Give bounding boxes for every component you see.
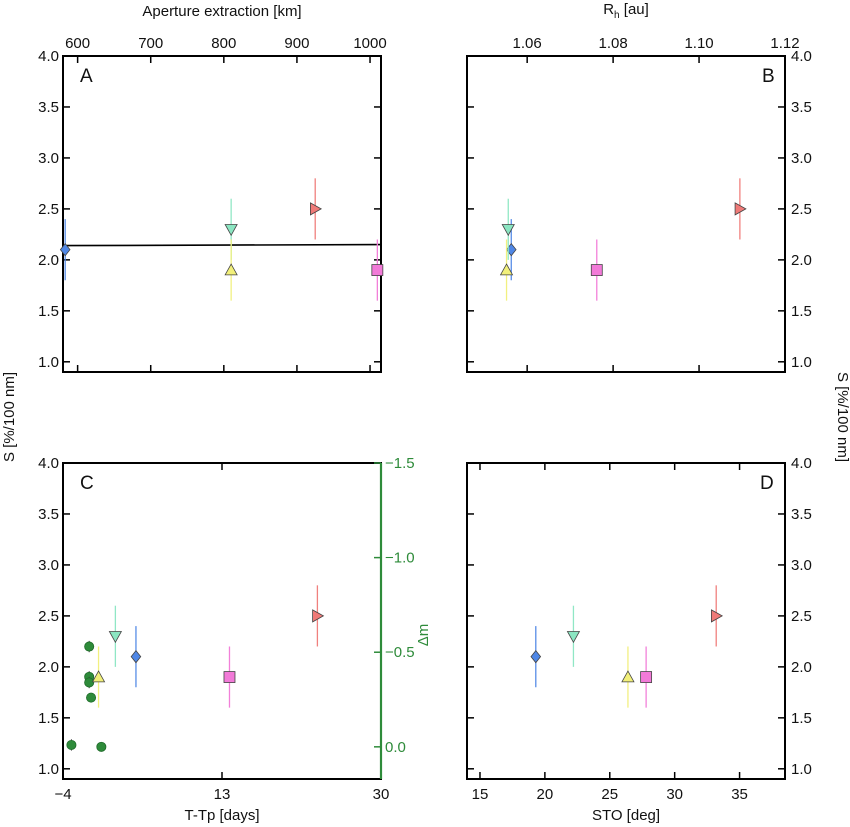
panel-c-dm-tick-label: −0.5 <box>385 644 415 661</box>
panel-a-ytick-label: 3.5 <box>38 99 59 116</box>
panel-c-ytick-label: 3.5 <box>38 506 59 523</box>
panel-d-marker-square <box>640 671 653 683</box>
panel-b-xlabel: Rh [au] <box>603 1 649 21</box>
panel-d-ytick-label: 4.0 <box>791 455 812 472</box>
panel-b-xtick-label: 1.08 <box>599 35 628 52</box>
panel-c-xlabel: T-Tp [days] <box>184 807 259 824</box>
panel-a-fit-line <box>62 243 382 247</box>
rh-rest: [au] <box>620 1 649 18</box>
panel-b-xtick-label: 1.06 <box>513 35 542 52</box>
panel-c-marker-diamond <box>130 650 142 664</box>
panel-c-dm-tick-label: −1.0 <box>385 550 415 567</box>
left-ylabel: S [%/100 nm] <box>1 372 18 462</box>
panel-c-dm-point <box>96 741 107 752</box>
panel-a-ytick-label: 1.5 <box>38 303 59 320</box>
panel-c-ytick-label: 4.0 <box>38 455 59 472</box>
panel-a-ytick-label: 4.0 <box>38 48 59 65</box>
panel-a-ytick-label: 2.0 <box>38 252 59 269</box>
chart-marks: 1.0 1.5 2.0 2.5 3.0 3.5 4.0 600 700 800 900 1000 1.0… <box>38 35 812 803</box>
panel-c-dm-tick-label: 0.0 <box>385 739 406 756</box>
panel-c-marker-triangle-right <box>312 609 325 623</box>
panel-a-xtick-label: 700 <box>138 35 163 52</box>
panel-b-marker-triangle-right <box>734 202 747 216</box>
panel-b-ytick-label: 2.5 <box>791 201 812 218</box>
panel-d-xtick-label: 25 <box>601 786 618 803</box>
panel-b-frame <box>466 55 786 373</box>
panel-b-xtick-label: 1.10 <box>684 35 713 52</box>
panel-d-ytick-label: 2.0 <box>791 659 812 676</box>
right-ylabel: S [%/100 nm] <box>834 372 850 462</box>
panel-c-frame <box>62 462 382 780</box>
panel-c-xtick-label: 13 <box>214 786 231 803</box>
panel-c-marker-square <box>223 671 236 683</box>
panel-c-dm-tick-label: −1.5 <box>385 455 415 472</box>
panel-d-ytick-label: 1.5 <box>791 710 812 727</box>
panel-d-marker-triangle-up <box>621 670 635 683</box>
panel-a-marker-triangle-down <box>224 224 238 237</box>
panel-a-ytick-label: 2.5 <box>38 201 59 218</box>
panel-b-ytick-label: 3.0 <box>791 150 812 167</box>
panel-c-dm-point <box>84 641 95 652</box>
panel-c-dm-point <box>84 677 95 688</box>
panel-a-xtick-label: 800 <box>211 35 236 52</box>
panel-c-marker-triangle-up <box>91 670 106 683</box>
panel-b-ytick-label: 4.0 <box>791 48 812 65</box>
panel-c-ytick-label: 3.0 <box>38 557 59 574</box>
panel-b-marker-triangle-down <box>501 224 515 237</box>
panel-a-xtick-label: 600 <box>65 35 90 52</box>
panel-b-ytick-label: 1.5 <box>791 303 812 320</box>
panel-c-ytick-label: 1.0 <box>38 761 59 778</box>
panel-a-marker-square <box>371 264 384 276</box>
panel-d-xtick-label: 20 <box>537 786 554 803</box>
panel-c-marker-triangle-down <box>108 631 123 644</box>
panel-c-xtick-label: −4 <box>54 786 71 803</box>
panel-b-marker-triangle-up <box>499 263 514 276</box>
panel-d-ytick-label: 2.5 <box>791 608 812 625</box>
panel-a-xlabel: Aperture extraction [km] <box>142 3 301 20</box>
rh-main: R <box>603 1 614 18</box>
panel-a-ytick-label: 3.0 <box>38 150 59 167</box>
panel-b-marker-square <box>590 264 603 276</box>
panel-c-dm-point <box>66 739 77 750</box>
panel-a-ytick-label: 1.0 <box>38 354 59 371</box>
panel-d-xlabel: STO [deg] <box>592 807 660 824</box>
panel-c-dm-point <box>86 692 97 703</box>
panel-d-ytick-label: 3.5 <box>791 506 812 523</box>
panel-d-letter: D <box>760 473 774 494</box>
panel-d-frame <box>466 462 786 780</box>
dm-ylabel: Δm <box>415 624 432 647</box>
panel-b-ytick-label: 1.0 <box>791 354 812 371</box>
panel-a-xtick-label: 1000 <box>353 35 386 52</box>
panel-c-ytick-label: 2.0 <box>38 659 59 676</box>
panel-b-ytick-label: 3.5 <box>791 99 812 116</box>
panel-c-ytick-label: 2.5 <box>38 608 59 625</box>
panel-a-frame <box>62 55 382 373</box>
panel-a-marker-triangle-right <box>310 202 323 216</box>
panel-b-ytick-label: 2.0 <box>791 252 812 269</box>
panel-c-letter: C <box>80 473 94 494</box>
panel-d-marker-diamond <box>530 650 542 664</box>
panel-d-marker-triangle-down <box>566 631 581 644</box>
panel-a-marker-diamond <box>59 243 71 257</box>
panel-d-ytick-label: 1.0 <box>791 761 812 778</box>
panel-d-ytick-label: 3.0 <box>791 557 812 574</box>
panel-d-xtick-label: 35 <box>731 786 748 803</box>
panel-a-letter: A <box>80 66 93 87</box>
panel-a-xtick-label: 900 <box>284 35 309 52</box>
panel-d-marker-triangle-right <box>711 609 724 623</box>
panel-a-marker-triangle-up <box>224 263 238 276</box>
panel-b-xtick-label: 1.12 <box>770 35 799 52</box>
panel-c-xtick-label: 30 <box>373 786 390 803</box>
panel-d-xtick-label: 30 <box>666 786 683 803</box>
panel-b-letter: B <box>762 66 775 87</box>
panel-c-ytick-label: 1.5 <box>38 710 59 727</box>
panel-d-xtick-label: 15 <box>472 786 489 803</box>
rh-sub: h <box>614 10 620 21</box>
